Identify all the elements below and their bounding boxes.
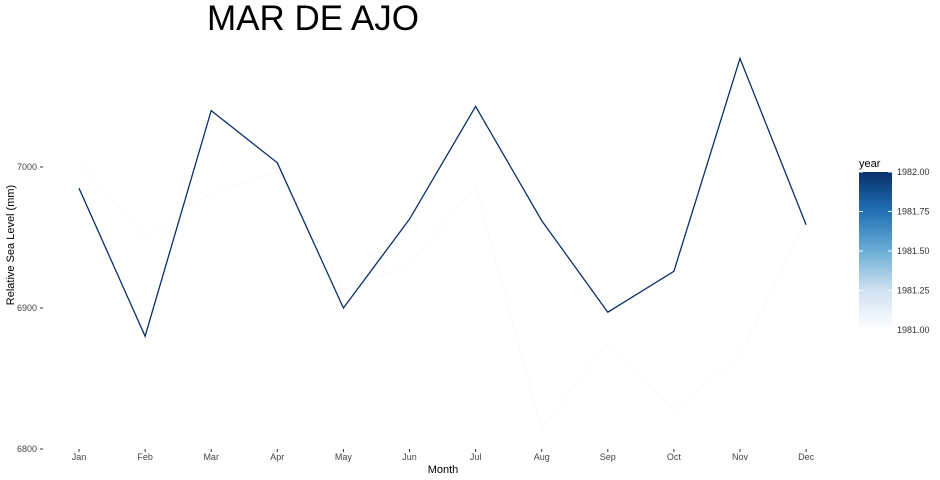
x-tick-label: Aug [534,452,550,462]
x-tick-label: Dec [798,452,815,462]
series-line-1981 [78,160,807,431]
y-axis-title: Relative Sea Level (mm) [5,185,17,305]
legend-ticks: 1982.00 1981.75 1981.50 1981.25 1981.00 [859,167,930,335]
x-tick-label: Apr [270,452,284,462]
x-axis-title: Month [428,464,459,476]
x-tick-label: Sep [600,452,616,462]
x-tick-label: Mar [203,452,219,462]
x-tick-label: Nov [732,452,749,462]
chart-title: MAR DE AJO [207,0,419,38]
legend-title: year [859,158,881,170]
y-tick-label: 6900 [17,303,37,313]
legend-tick-label: 1981.00 [897,325,930,335]
y-tick-label: 7000 [17,162,37,172]
x-tick-label: Jun [402,452,417,462]
x-tick-label: Jan [72,452,87,462]
legend-tick-label: 1981.75 [897,207,930,217]
plot-area: 6800 6900 7000 Jan Feb Mar Apr May Jun Jul Aug Sep O… [17,56,815,462]
x-tick-label: Jul [470,452,482,462]
series-line-1982 [78,56,807,339]
x-tick-label: Oct [667,452,682,462]
legend-tick-label: 1982.00 [897,167,930,177]
legend: year 1982.00 1981.75 1981.50 1981.25 1981.00 [859,158,930,335]
x-tick-label: Feb [137,452,153,462]
legend-colorbar [859,172,892,330]
legend-tick-label: 1981.25 [897,286,930,296]
x-tick-label: May [335,452,353,462]
y-tick-label: 6800 [17,444,37,454]
legend-tick-label: 1981.50 [897,246,930,256]
